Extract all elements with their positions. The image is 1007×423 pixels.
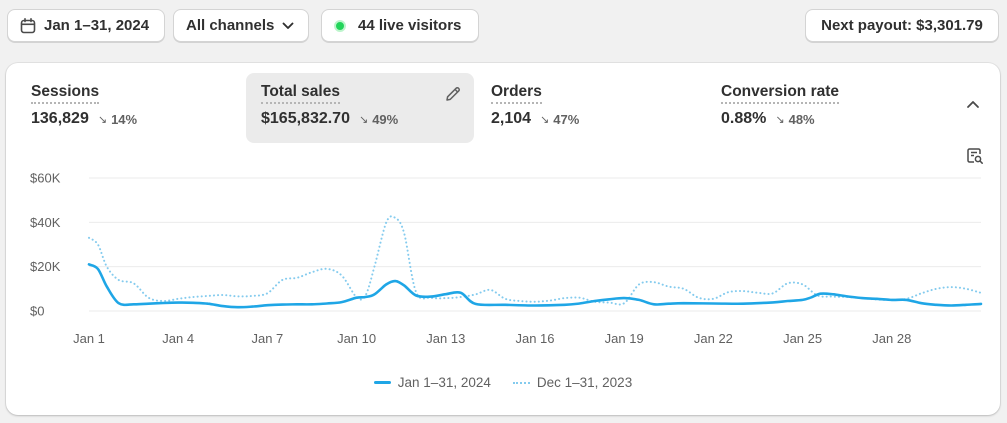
x-tick-label: Jan 22 [694, 331, 733, 346]
metric-conversion-rate[interactable]: Conversion rate 0.88% ↘ 48% [706, 73, 934, 143]
trend-down-icon: ↘ [358, 113, 369, 126]
metric-sessions[interactable]: Sessions 136,829 ↘ 14% [16, 73, 244, 143]
x-tick-label: Jan 1 [73, 331, 105, 346]
x-tick-label: Jan 7 [251, 331, 283, 346]
x-tick-label: Jan 25 [783, 331, 822, 346]
chart-settings-icon[interactable] [966, 147, 984, 165]
trend-down-icon: ↘ [97, 113, 108, 126]
metric-orders[interactable]: Orders 2,104 ↘ 47% [476, 73, 704, 143]
live-visitors-button[interactable]: 44 live visitors [321, 9, 479, 42]
top-bar: Jan 1–31, 2024 All channels 44 live visi… [0, 0, 1007, 52]
channels-dropdown[interactable]: All channels [173, 9, 309, 42]
chevron-up-icon[interactable] [966, 99, 980, 109]
metric-value: 0.88% [721, 110, 767, 127]
metric-title: Sessions [31, 83, 100, 104]
analytics-card: Sessions 136,829 ↘ 14% Total sales $165,… [6, 63, 1000, 415]
x-tick-label: Jan 13 [426, 331, 465, 346]
series-line-current [87, 263, 983, 309]
metric-change: 49% [372, 111, 399, 127]
trend-down-icon: ↘ [775, 113, 785, 126]
x-tick-label: Jan 10 [337, 331, 376, 346]
x-tick-label: Jan 16 [515, 331, 554, 346]
chart-legend: Jan 1–31, 2024 Dec 1–31, 2023 [6, 375, 1000, 390]
live-dot-icon [334, 19, 346, 32]
legend-solid-line-icon [373, 381, 391, 384]
metric-title: Total sales [261, 83, 340, 104]
legend-item-previous[interactable]: Dec 1–31, 2023 [512, 375, 633, 390]
series-line-previous [88, 215, 982, 306]
x-tick-label: Jan 4 [162, 331, 194, 346]
legend-label: Dec 1–31, 2023 [536, 375, 633, 390]
calendar-icon [20, 17, 36, 33]
next-payout-label: Next payout: $3,301.79 [821, 17, 983, 34]
live-visitors-label: 44 live visitors [358, 17, 462, 34]
next-payout-button[interactable]: Next payout: $3,301.79 [805, 9, 999, 42]
metric-change: 47% [553, 111, 580, 127]
trend-down-icon: ↘ [540, 113, 550, 126]
metric-change: 14% [111, 111, 138, 127]
chevron-down-icon [282, 22, 294, 29]
y-tick-label: $0 [30, 304, 44, 319]
legend-label: Jan 1–31, 2024 [397, 375, 491, 390]
metric-value: $165,832.70 [261, 110, 350, 127]
date-range-label: Jan 1–31, 2024 [44, 17, 150, 34]
legend-item-current[interactable]: Jan 1–31, 2024 [373, 375, 491, 390]
metric-total-sales[interactable]: Total sales $165,832.70 ↘ 49% [246, 73, 474, 143]
sales-line-chart: $60K $40K $20K $0 Jan 1 Jan 4 Jan 7 Jan 10 Jan … [30, 171, 983, 346]
pencil-icon[interactable] [444, 85, 462, 103]
legend-dotted-line-icon [512, 381, 530, 384]
x-tick-label: Jan 19 [605, 331, 644, 346]
metric-change: 48% [788, 111, 815, 127]
metric-value: 136,829 [31, 110, 89, 127]
x-tick-label: Jan 28 [872, 331, 911, 346]
y-tick-label: $40K [30, 215, 61, 230]
metric-title: Orders [491, 83, 542, 104]
date-range-button[interactable]: Jan 1–31, 2024 [7, 9, 165, 42]
channels-label: All channels [186, 17, 275, 34]
y-tick-label: $60K [30, 171, 61, 186]
metric-value: 2,104 [491, 110, 532, 127]
y-tick-label: $20K [30, 259, 61, 274]
metric-title: Conversion rate [721, 83, 840, 104]
